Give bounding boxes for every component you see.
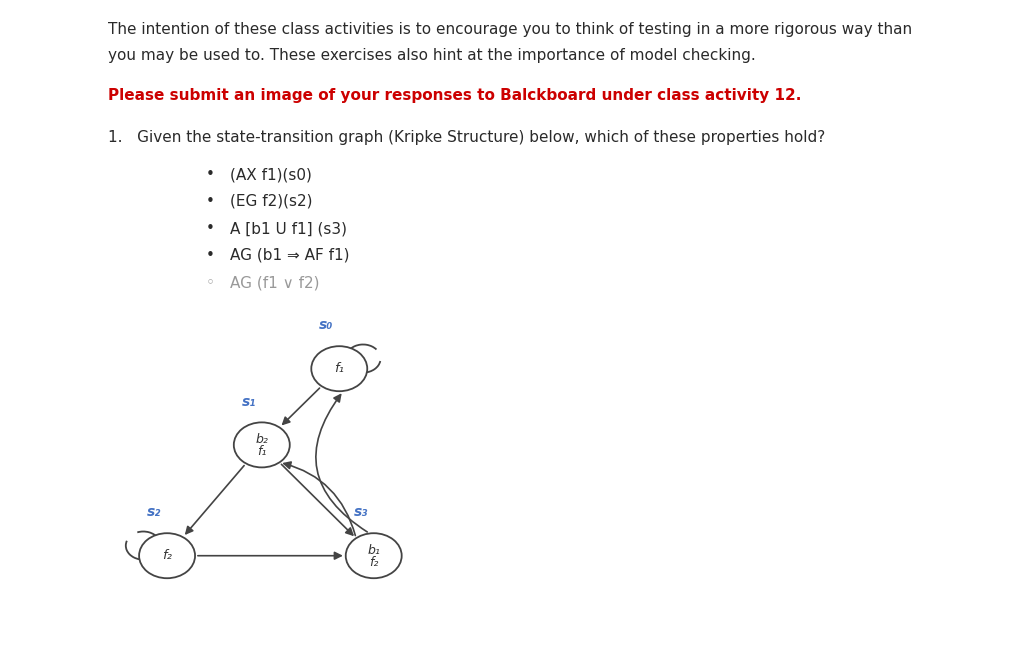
Text: s₃: s₃ <box>354 505 368 519</box>
Text: •: • <box>206 248 214 263</box>
Text: b₁: b₁ <box>367 544 380 557</box>
Text: •: • <box>206 194 214 209</box>
Text: •: • <box>206 167 214 182</box>
Text: s₂: s₂ <box>148 505 162 519</box>
Circle shape <box>139 533 195 578</box>
Text: The intention of these class activities is to encourage you to think of testing : The intention of these class activities … <box>108 22 912 37</box>
Text: ◦: ◦ <box>205 275 214 290</box>
Circle shape <box>312 346 367 391</box>
Text: (EG f2)(s2): (EG f2)(s2) <box>230 194 313 209</box>
Text: A [b1 U f1] (s3): A [b1 U f1] (s3) <box>230 221 347 236</box>
Text: (AX f1)(s0): (AX f1)(s0) <box>230 167 312 182</box>
Text: f₂: f₂ <box>369 555 378 569</box>
Text: you may be used to. These exercises also hint at the importance of model checkin: you may be used to. These exercises also… <box>108 48 755 63</box>
Text: AG (b1 ⇒ AF f1): AG (b1 ⇒ AF f1) <box>230 248 350 263</box>
Text: b₂: b₂ <box>255 434 269 446</box>
Text: 1.   Given the state-transition graph (Kripke Structure) below, which of these p: 1. Given the state-transition graph (Kri… <box>108 130 825 145</box>
Text: Please submit an image of your responses to Balckboard under class activity 12.: Please submit an image of your responses… <box>108 88 802 103</box>
Circle shape <box>345 533 402 578</box>
Circle shape <box>234 422 290 468</box>
Text: f₁: f₁ <box>257 445 266 458</box>
Text: s₀: s₀ <box>320 318 334 332</box>
Text: •: • <box>206 221 214 236</box>
Text: AG (f1 ∨ f2): AG (f1 ∨ f2) <box>230 275 320 290</box>
Text: s₁: s₁ <box>242 394 256 408</box>
Text: f₂: f₂ <box>162 549 172 562</box>
Text: f₁: f₁ <box>334 362 344 375</box>
